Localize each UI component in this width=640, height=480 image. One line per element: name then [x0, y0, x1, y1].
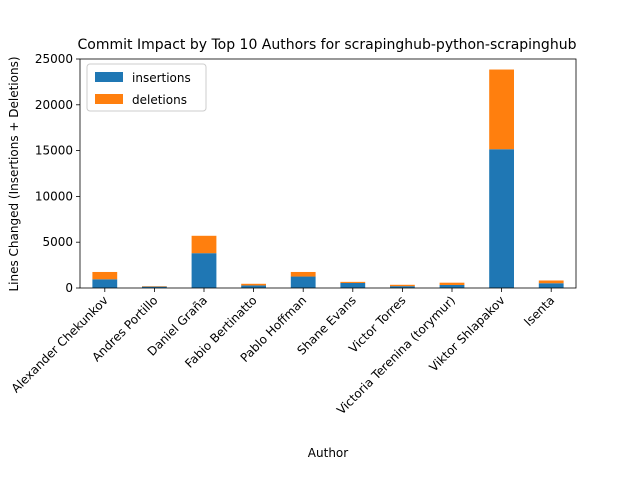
bar-insertions-7 — [439, 284, 465, 288]
plot-frame — [79, 58, 577, 289]
bar-insertions-6 — [390, 286, 415, 288]
bar-insertions-9 — [538, 283, 564, 288]
bar-insertions-5 — [340, 282, 366, 288]
bar-insertions-4 — [290, 276, 316, 288]
bar-insertions-8 — [489, 149, 514, 288]
bar-deletions-5 — [340, 281, 366, 283]
y-axis: 0 5000 10000 15000 20000 25000 — [35, 52, 80, 295]
legend-swatch-insertions — [95, 72, 123, 82]
y-tick-label: 25000 — [35, 52, 73, 66]
legend-swatch-deletions — [95, 94, 123, 104]
bar-deletions-2 — [191, 235, 217, 254]
bar-insertions-3 — [241, 285, 266, 288]
bars-layer — [92, 69, 564, 288]
legend: insertions deletions — [86, 63, 207, 112]
bar-deletions-6 — [390, 284, 415, 287]
bar-insertions-0 — [92, 279, 118, 288]
bar-deletions-4 — [290, 271, 316, 277]
y-tick-label: 5000 — [42, 235, 73, 249]
bar-insertions-1 — [142, 286, 167, 288]
y-axis-label: Lines Changed (Insertions + Deletions) — [7, 56, 21, 291]
bar-deletions-9 — [538, 280, 564, 284]
bar-insertions-2 — [191, 253, 217, 288]
legend-label-deletions: deletions — [132, 93, 187, 107]
y-tick-label: 20000 — [35, 98, 73, 112]
bar-deletions-7 — [439, 282, 465, 285]
bar-deletions-0 — [92, 271, 118, 280]
y-tick-label: 0 — [65, 281, 73, 295]
bar-deletions-8 — [489, 69, 514, 150]
chart-title: Commit Impact by Top 10 Authors for scra… — [78, 37, 577, 53]
x-axis-label: Author — [308, 446, 348, 460]
legend-label-insertions: insertions — [132, 71, 191, 85]
y-tick-label: 10000 — [35, 189, 73, 203]
bar-deletions-3 — [241, 283, 266, 286]
y-tick-label: 15000 — [35, 144, 73, 158]
